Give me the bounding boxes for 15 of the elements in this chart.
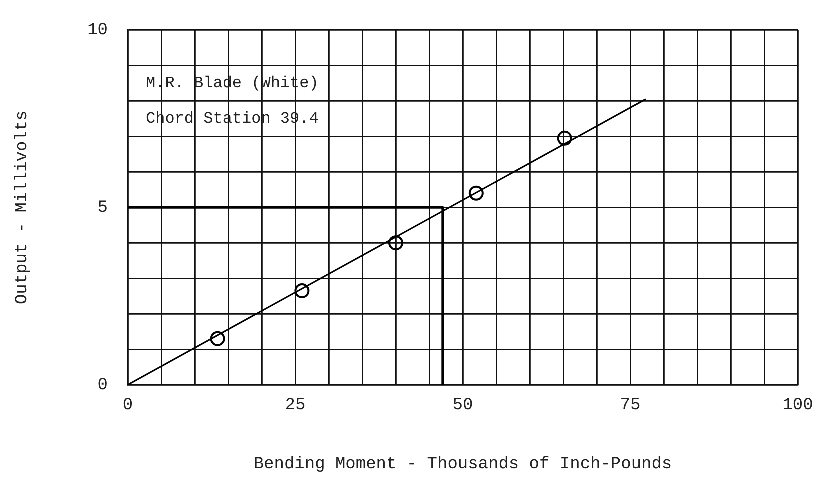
y-axis-title: Output - Millivolts xyxy=(14,110,33,305)
y-tick-label: 5 xyxy=(98,199,108,218)
point xyxy=(210,331,226,346)
point xyxy=(468,186,484,201)
point xyxy=(388,236,404,251)
x-tick-label: 25 xyxy=(285,396,306,416)
x-tick-label: 75 xyxy=(620,396,641,416)
x-axis-title: Bending Moment - Thousands of Inch-Pounds xyxy=(254,455,672,474)
y-tick-label: 10 xyxy=(88,22,108,41)
x-tick-label: 100 xyxy=(782,396,814,416)
point xyxy=(294,283,310,298)
point xyxy=(557,130,572,146)
x-tick-label: 50 xyxy=(452,396,474,416)
x-tick-label: 0 xyxy=(122,396,134,416)
y-tick-label: 0 xyxy=(98,376,108,396)
